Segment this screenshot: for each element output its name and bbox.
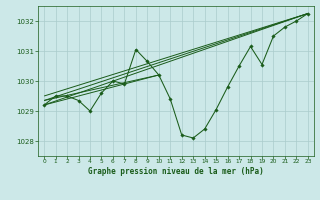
X-axis label: Graphe pression niveau de la mer (hPa): Graphe pression niveau de la mer (hPa) [88,167,264,176]
